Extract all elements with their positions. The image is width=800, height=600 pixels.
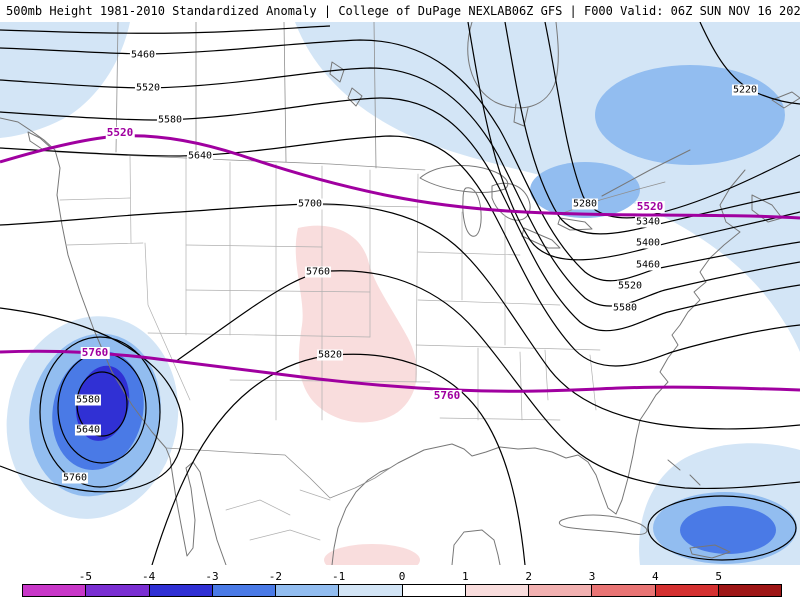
height-contour-5340 xyxy=(504,22,800,235)
neg1-shading-northwest xyxy=(0,22,130,138)
colorbar-tick-label: -2 xyxy=(268,570,282,583)
colorbar-tick-label: -4 xyxy=(142,570,156,583)
neg2-shading-greatlakes xyxy=(530,162,640,218)
height-contour-5400-top xyxy=(0,25,331,34)
colorbar-tick-label: -3 xyxy=(205,570,219,583)
height-contour-5700-closed-low xyxy=(39,336,161,488)
neg3-shading-caribbean xyxy=(680,506,776,554)
climo-contour-5760 xyxy=(0,349,800,393)
colorbar-tick-label: 3 xyxy=(588,570,596,583)
colorbar-segment xyxy=(85,585,149,596)
height-contour-5700 xyxy=(0,203,800,430)
colorbar-segment xyxy=(148,585,212,596)
height-contour-5760-central xyxy=(174,270,800,490)
colorbar-segment xyxy=(23,585,86,596)
colorbar-segment xyxy=(275,585,339,596)
colorbar-tick-label: 5 xyxy=(715,570,722,583)
colorbar-tick-label: 0 xyxy=(398,570,406,583)
model-valid-time: 06Z GFS | F000 Valid: 06Z SUN NOV 16 202… xyxy=(511,4,800,18)
colorbar-segment xyxy=(654,585,718,596)
colorbar-tick-label: -1 xyxy=(332,570,346,583)
neg-shading-west-bullseye xyxy=(6,316,179,519)
colorbar-segment xyxy=(338,585,402,596)
weather-map xyxy=(0,22,800,565)
height-contour-5640 xyxy=(0,135,800,367)
height-contour-caribbean-closed xyxy=(647,495,797,561)
colorbar-segment xyxy=(528,585,592,596)
colorbar-ticks: -5 -4 -3 -2 -1 0 1 2 3 4 5 xyxy=(22,570,782,584)
colorbar-segment xyxy=(401,585,465,596)
colorbar-tick-label: -5 xyxy=(78,570,92,583)
colorbar-tick-label: 4 xyxy=(652,570,659,583)
colorbar-segment xyxy=(591,585,655,596)
pos1-shading-plains xyxy=(295,225,417,423)
colorbar-segments xyxy=(22,584,782,597)
height-contour-5760-around-low xyxy=(0,307,184,493)
colorbar-segment xyxy=(464,585,528,596)
neg4-core xyxy=(75,365,130,441)
colorbar-segment xyxy=(211,585,275,596)
map-title: 500mb Height 1981-2010 Standardized Anom… xyxy=(6,4,512,18)
colorbar-segment xyxy=(717,585,781,596)
title-bar: 500mb Height 1981-2010 Standardized Anom… xyxy=(0,0,800,22)
anomaly-colorbar: -5 -4 -3 -2 -1 0 1 2 3 4 5 xyxy=(22,570,782,599)
colorbar-tick-label: 1 xyxy=(462,570,469,583)
colorbar-tick-label: 2 xyxy=(525,570,532,583)
map-area xyxy=(0,22,800,565)
height-contour-5400 xyxy=(467,22,800,261)
pos1-shading-south xyxy=(324,544,420,565)
